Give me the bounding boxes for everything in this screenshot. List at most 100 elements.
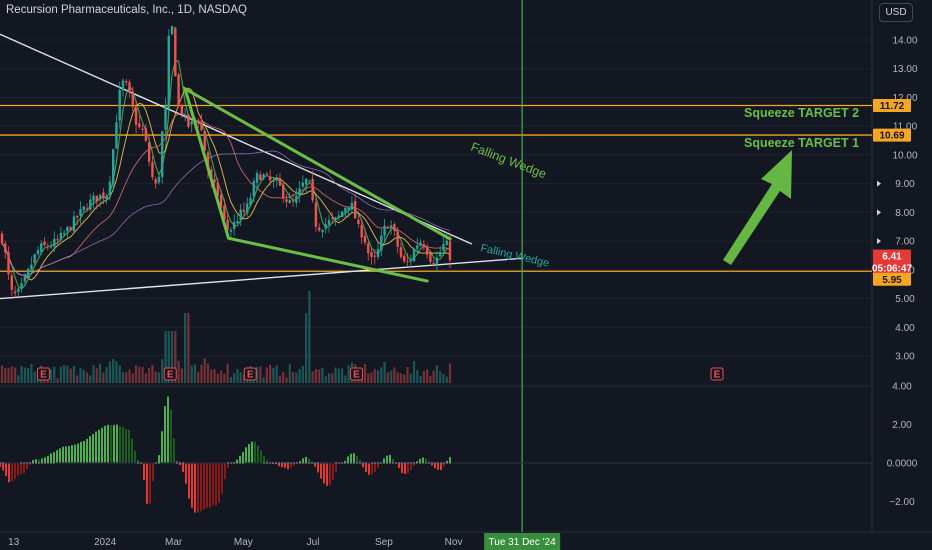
candle-body: [157, 176, 161, 183]
candle-body: [147, 142, 151, 162]
squeeze-dot: [47, 462, 49, 464]
candle-body: [138, 123, 141, 128]
price-tag-badge: [873, 128, 911, 142]
volume-bar: [262, 377, 265, 383]
volume-bar: [331, 373, 334, 383]
candle-body: [403, 255, 406, 262]
candle-body: [350, 202, 354, 210]
squeeze-dot: [317, 462, 319, 464]
candle-body: [4, 243, 7, 253]
candle-body: [118, 90, 121, 121]
squeeze-dot: [287, 462, 289, 464]
osc-bar: [137, 460, 139, 463]
squeeze-dot: [62, 462, 64, 464]
squeeze-dot: [248, 462, 250, 464]
squeeze-dot: [428, 462, 430, 464]
volume-bar: [386, 372, 389, 383]
osc-bar: [41, 458, 43, 463]
price-tag-label: 05:06:47: [872, 264, 912, 275]
candle-body: [406, 261, 409, 263]
volume-bar: [85, 372, 89, 383]
volume-bar: [180, 368, 183, 383]
currency-selector[interactable]: USD: [879, 3, 913, 22]
volume-bars: [0, 291, 452, 383]
time-tick-label: Jul: [307, 537, 320, 548]
volume-bar: [76, 375, 79, 383]
osc-bar: [419, 458, 421, 463]
osc-bar: [221, 463, 223, 494]
moving-average-line: [1, 87, 451, 281]
squeeze-dot: [422, 462, 424, 464]
candle-body: [337, 215, 341, 218]
squeeze-dot: [383, 462, 385, 464]
osc-bar: [350, 453, 352, 463]
osc-bar: [146, 463, 148, 504]
squeeze-dot: [329, 462, 331, 464]
squeeze-dot: [260, 462, 262, 464]
squeeze-dot: [5, 462, 7, 464]
trendline-support: [0, 257, 523, 300]
squeeze-dot: [77, 462, 79, 464]
squeeze-dot: [377, 462, 379, 464]
osc-bar: [308, 458, 310, 463]
candle-body: [56, 238, 59, 240]
squeeze-dot: [17, 462, 19, 464]
osc-bar: [38, 459, 40, 463]
volume-bar: [223, 373, 226, 383]
candle-body: [249, 197, 252, 205]
volume-bar: [125, 372, 128, 383]
osc-bar: [218, 463, 220, 503]
squeeze-dot: [29, 462, 31, 464]
squeeze-dot: [314, 462, 316, 464]
squeeze-dot: [392, 462, 394, 464]
osc-bar: [164, 406, 166, 463]
volume-bar: [154, 371, 157, 383]
volume-bar: [170, 331, 174, 383]
osc-bar: [260, 450, 262, 463]
osc-bar: [17, 463, 19, 476]
squeeze-dot: [215, 462, 217, 464]
candle-body: [23, 276, 27, 282]
squeeze-dot: [149, 462, 151, 464]
candle-body: [448, 241, 452, 261]
candle-body: [429, 253, 432, 262]
volume-bar: [92, 365, 95, 383]
candle-body: [425, 246, 429, 255]
candle-body: [232, 222, 236, 229]
volume-bar: [318, 369, 321, 383]
osc-bar: [50, 453, 52, 463]
squeeze-dot: [53, 462, 55, 464]
osc-bar: [65, 446, 67, 463]
falling-wedge-label-bottom: Falling Wedge: [479, 242, 550, 269]
volume-bar: [255, 366, 259, 383]
osc-bar: [71, 445, 73, 463]
candle-body: [226, 219, 229, 230]
volume-bar: [373, 369, 376, 383]
squeeze-dot: [134, 462, 136, 464]
squeeze-dot: [320, 462, 322, 464]
osc-bar: [344, 460, 346, 463]
candle-body: [95, 195, 99, 202]
squeeze-dot: [299, 462, 301, 464]
osc-bar: [77, 443, 79, 463]
candle-body: [125, 80, 128, 83]
squeeze-dot: [209, 462, 211, 464]
candle-body: [105, 195, 108, 200]
time-tick-label: Sep: [375, 537, 393, 548]
volume-bar: [187, 313, 190, 383]
squeeze-dot: [398, 462, 400, 464]
squeeze-dot: [200, 462, 202, 464]
candle-body: [255, 173, 259, 183]
earnings-marker-label: E: [40, 370, 47, 381]
volume-bar: [203, 358, 206, 383]
squeeze-dot: [341, 462, 343, 464]
volume-bar: [128, 369, 131, 383]
squeeze-dot: [107, 462, 109, 464]
volume-bar: [321, 367, 324, 383]
squeeze-dot: [305, 462, 307, 464]
squeeze-dot: [263, 462, 265, 464]
candle-body: [219, 194, 223, 208]
squeeze-dot: [245, 462, 247, 464]
osc-bar: [32, 460, 34, 463]
